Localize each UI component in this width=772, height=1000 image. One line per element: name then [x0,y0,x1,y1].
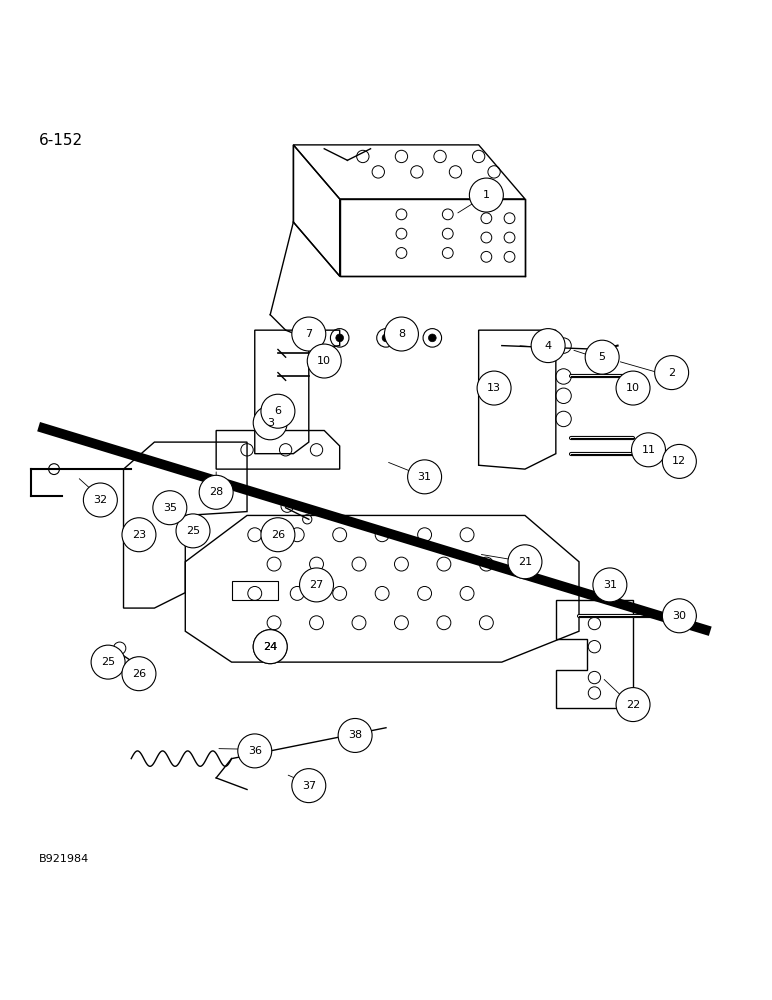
Text: 3: 3 [266,418,274,428]
Text: 26: 26 [132,669,146,679]
Circle shape [336,334,344,342]
Circle shape [655,356,689,390]
Text: 5: 5 [598,352,606,362]
Text: 10: 10 [317,356,331,366]
Text: 30: 30 [672,611,686,621]
Circle shape [253,630,287,664]
Text: 28: 28 [209,487,223,497]
Circle shape [300,568,334,602]
Text: 31: 31 [603,580,617,590]
Text: 2: 2 [668,368,676,378]
Circle shape [428,334,436,342]
Text: 24: 24 [263,642,277,652]
Text: 37: 37 [302,781,316,791]
Circle shape [238,734,272,768]
Circle shape [477,371,511,405]
Text: 35: 35 [163,503,177,513]
Text: 36: 36 [248,746,262,756]
Circle shape [616,371,650,405]
Circle shape [508,545,542,579]
Circle shape [176,514,210,548]
Circle shape [307,344,341,378]
Circle shape [662,599,696,633]
Text: 1: 1 [482,190,490,200]
Circle shape [253,406,287,440]
Circle shape [83,483,117,517]
Circle shape [408,460,442,494]
Circle shape [292,317,326,351]
Text: 31: 31 [418,472,432,482]
Circle shape [292,769,326,803]
Text: 22: 22 [626,700,640,710]
Text: 25: 25 [101,657,115,667]
Text: 38: 38 [348,730,362,740]
Text: B921984: B921984 [39,854,89,864]
Circle shape [261,518,295,552]
Text: 6: 6 [274,406,282,416]
Text: 8: 8 [398,329,405,339]
Circle shape [585,340,619,374]
Text: 25: 25 [186,526,200,536]
Text: 32: 32 [93,495,107,505]
Circle shape [631,433,665,467]
Circle shape [382,334,390,342]
Text: 4: 4 [544,341,552,351]
Circle shape [122,657,156,691]
Circle shape [253,630,287,664]
Text: 7: 7 [305,329,313,339]
Circle shape [593,568,627,602]
Circle shape [122,518,156,552]
Circle shape [662,444,696,478]
Circle shape [384,317,418,351]
Text: 24: 24 [263,642,277,652]
Text: 13: 13 [487,383,501,393]
Circle shape [338,718,372,752]
Circle shape [153,491,187,525]
Circle shape [531,329,565,363]
Text: 10: 10 [626,383,640,393]
Text: 6-152: 6-152 [39,133,83,148]
Circle shape [616,688,650,722]
Text: 23: 23 [132,530,146,540]
Text: 11: 11 [642,445,655,455]
Text: 26: 26 [271,530,285,540]
Circle shape [91,645,125,679]
Circle shape [469,178,503,212]
Text: 12: 12 [672,456,686,466]
Text: 27: 27 [310,580,323,590]
Circle shape [199,475,233,509]
Text: 21: 21 [518,557,532,567]
Circle shape [261,394,295,428]
